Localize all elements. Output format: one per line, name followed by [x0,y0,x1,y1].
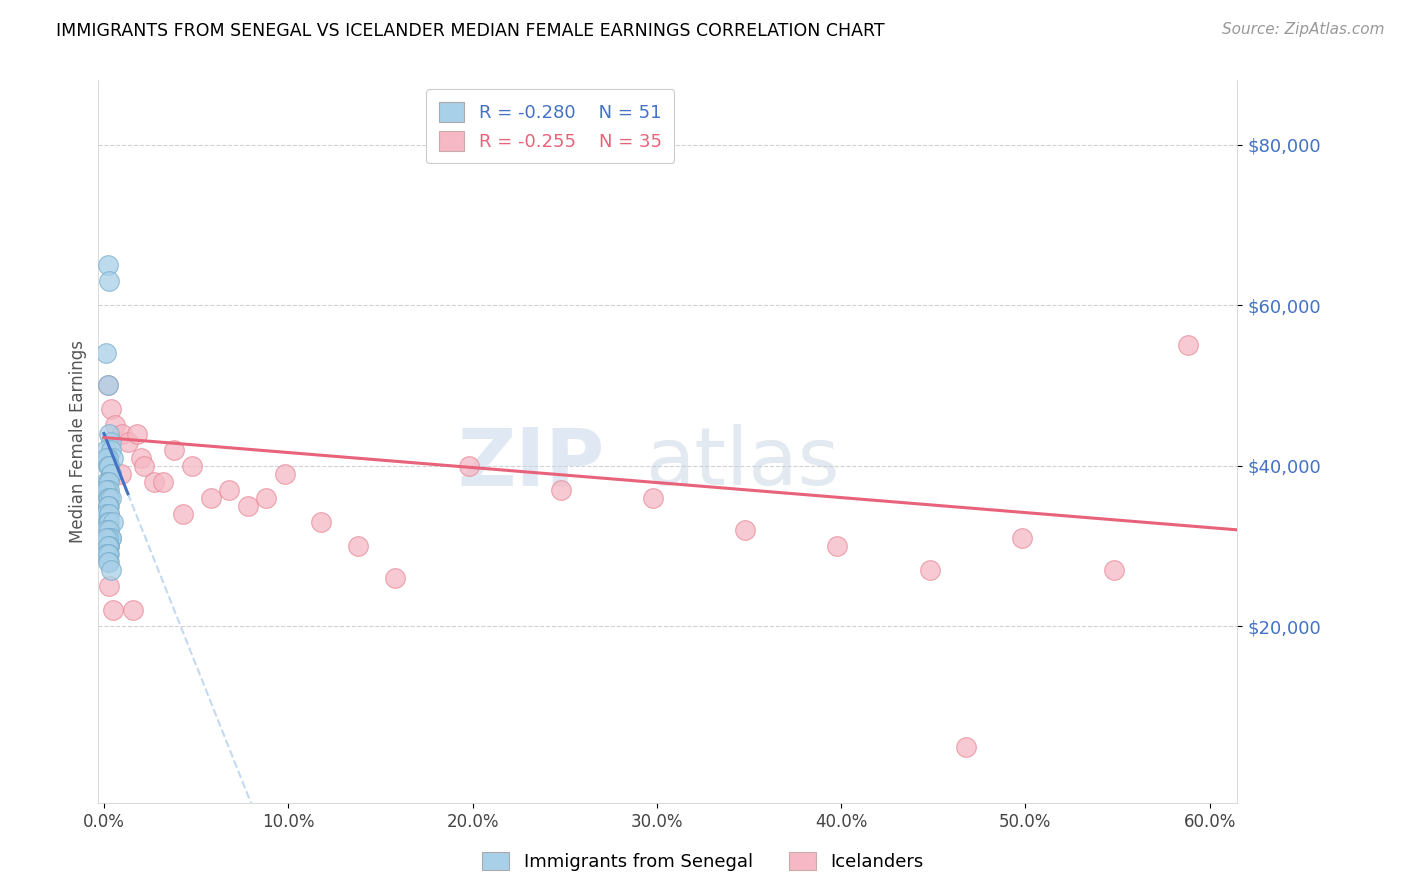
Point [200,491,222,505]
Point [1177,338,1199,352]
Point [142,475,165,489]
Point [100,434,122,449]
Point [172,507,194,521]
Point [97,475,120,489]
Point [384,571,406,585]
Point [98,579,121,593]
Point [457,458,479,473]
Point [347,539,370,553]
Point [98,483,121,497]
Point [98,491,121,505]
Point [94,450,117,465]
Point [101,603,124,617]
Point [122,603,145,617]
Point [1102,563,1125,577]
Legend: R = -0.280    N = 51, R = -0.255    N = 35: R = -0.280 N = 51, R = -0.255 N = 35 [426,89,675,163]
Point [98,458,121,473]
Point [152,475,174,489]
Point [117,434,139,449]
Point [97,499,120,513]
Point [98,507,121,521]
Point [97,499,120,513]
Point [97,458,120,473]
Legend: Immigrants from Senegal, Icelanders: Immigrants from Senegal, Icelanders [475,845,931,879]
Point [110,467,132,481]
Point [98,491,121,505]
Point [98,475,121,489]
Point [97,378,120,392]
Point [100,442,122,457]
Point [94,442,117,457]
Point [827,539,849,553]
Point [97,450,120,465]
Point [100,402,122,417]
Point [734,523,756,537]
Point [98,555,121,569]
Point [97,523,120,537]
Point [94,531,117,545]
Point [98,515,121,529]
Point [273,467,295,481]
Point [98,499,121,513]
Point [104,418,127,433]
Point [94,346,117,360]
Point [94,507,117,521]
Point [100,467,122,481]
Point [100,467,122,481]
Point [111,426,134,441]
Point [100,491,122,505]
Point [918,563,941,577]
Point [97,378,120,392]
Point [94,483,117,497]
Text: atlas: atlas [645,425,839,502]
Point [134,458,156,473]
Point [254,491,277,505]
Point [100,563,122,577]
Point [98,507,121,521]
Point [98,539,121,553]
Y-axis label: Median Female Earnings: Median Female Earnings [69,340,87,543]
Point [163,442,186,457]
Point [1011,531,1033,545]
Point [218,483,240,497]
Point [101,515,124,529]
Point [955,739,977,754]
Point [129,450,152,465]
Point [94,523,117,537]
Point [94,475,117,489]
Point [100,531,122,545]
Point [98,458,121,473]
Point [236,499,259,513]
Point [94,547,117,561]
Text: ZIP: ZIP [457,425,605,502]
Point [550,483,572,497]
Point [97,555,120,569]
Point [97,515,120,529]
Point [98,539,121,553]
Point [97,547,120,561]
Point [97,531,120,545]
Text: IMMIGRANTS FROM SENEGAL VS ICELANDER MEDIAN FEMALE EARNINGS CORRELATION CHART: IMMIGRANTS FROM SENEGAL VS ICELANDER MED… [56,22,884,40]
Point [97,491,120,505]
Point [100,531,122,545]
Point [98,547,121,561]
Point [181,458,204,473]
Point [311,515,333,529]
Point [98,426,121,441]
Point [98,523,121,537]
Point [98,274,121,288]
Point [127,426,149,441]
Point [97,539,120,553]
Point [97,258,120,272]
Text: Source: ZipAtlas.com: Source: ZipAtlas.com [1222,22,1385,37]
Point [643,491,665,505]
Point [101,450,124,465]
Point [97,483,120,497]
